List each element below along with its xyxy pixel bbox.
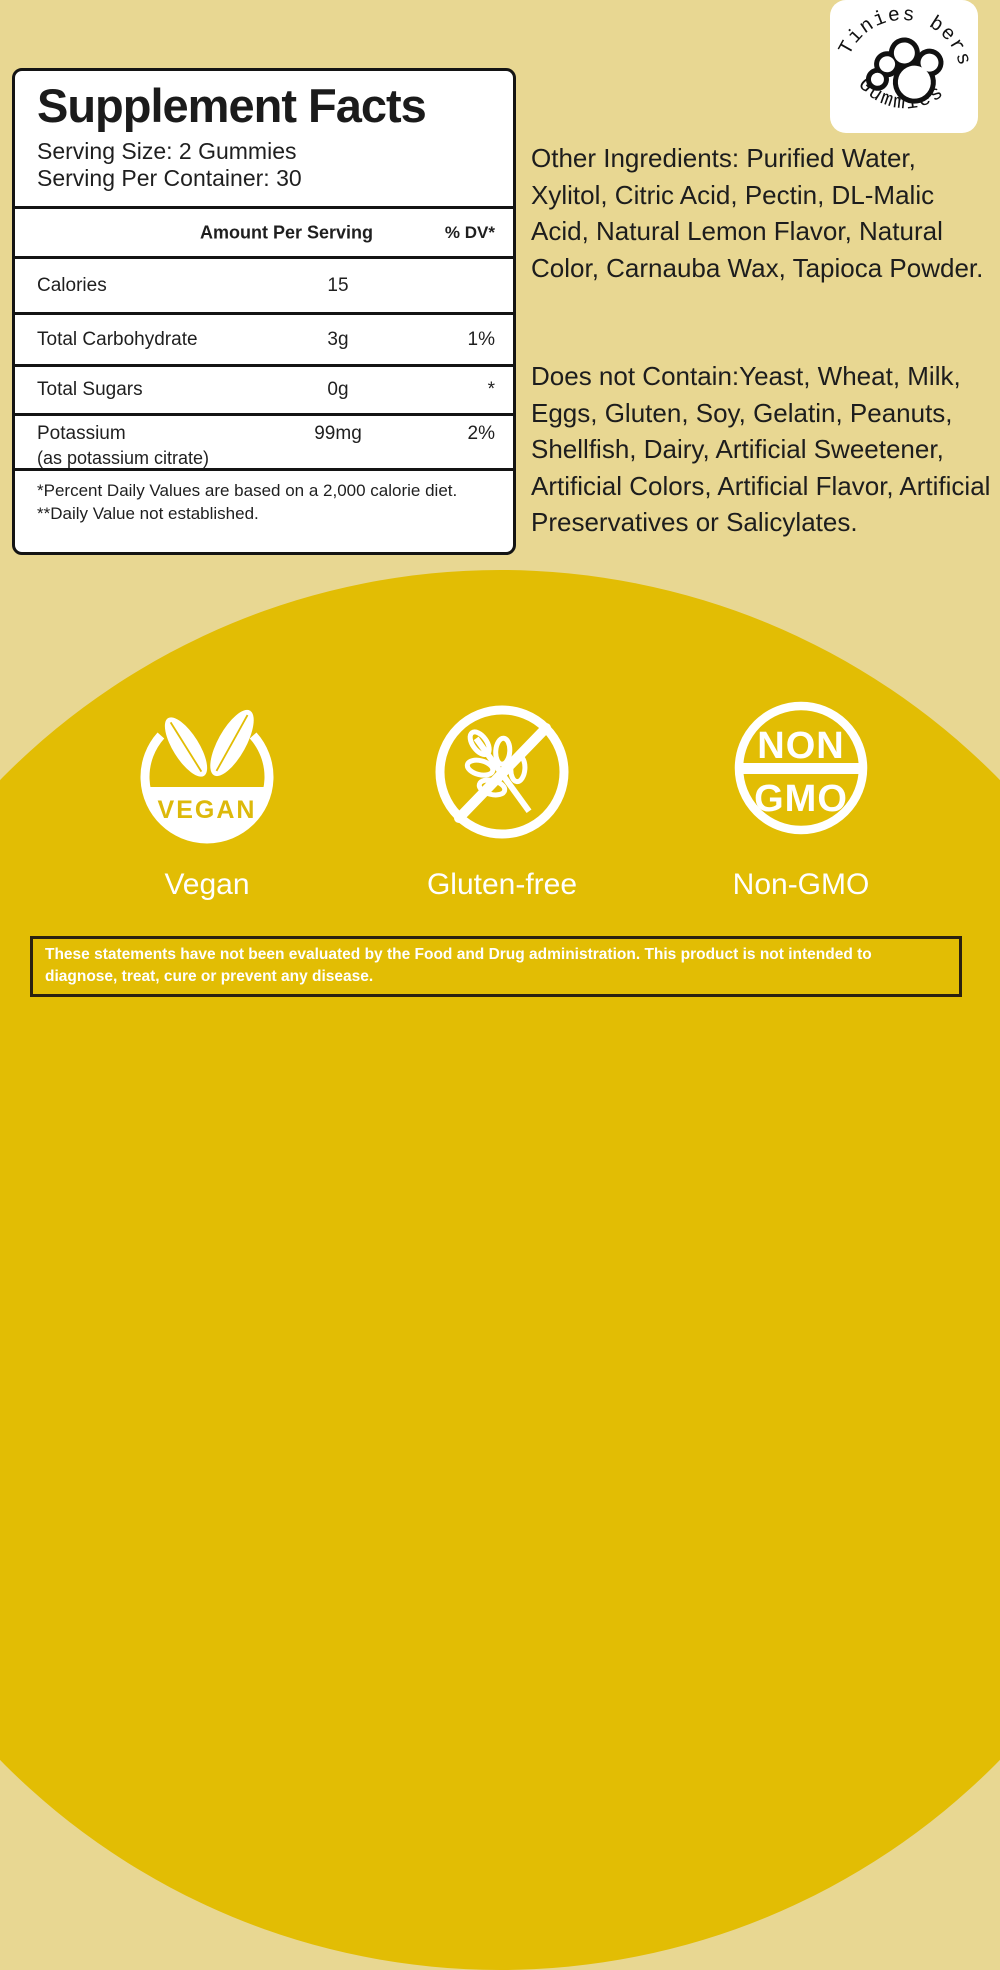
non-gmo-badge: NON GMO xyxy=(726,698,876,848)
divider-bar xyxy=(742,763,860,774)
panel-header: Supplement Facts Serving Size: 2 Gummies… xyxy=(15,71,513,206)
vegan-label: Vegan xyxy=(164,868,250,901)
non-gmo-text-bottom: GMO xyxy=(754,778,848,820)
table-row: Potassium (as potassium citrate) 99mg 2% xyxy=(15,413,513,468)
row-sublabel: (as potassium citrate) xyxy=(37,448,210,468)
prohibition-slash-icon xyxy=(454,723,551,823)
non-gmo-text-top: NON xyxy=(757,725,844,767)
row-label: Total Sugars xyxy=(37,379,143,400)
vegan-badge: VEGAN xyxy=(132,701,282,851)
other-ingredients-text: Other Ingredients: Purified Water, Xylit… xyxy=(531,143,984,283)
row-amount: 3g xyxy=(327,328,349,350)
gluten-free-crossed-wheat-icon xyxy=(435,705,569,839)
column-header-dv: % DV* xyxy=(444,222,495,242)
panel-title: Supplement Facts xyxy=(37,79,427,132)
panel-footnotes: *Percent Daily Values are based on a 2,0… xyxy=(15,468,513,534)
vegan-leaf-circle-icon: VEGAN xyxy=(140,710,274,844)
footnote: *Percent Daily Values are based on a 2,0… xyxy=(37,481,458,500)
row-label: Total Carbohydrate xyxy=(37,328,198,350)
table-row: Total Carbohydrate 3g 1% xyxy=(15,312,513,364)
row-dv: 2% xyxy=(467,423,495,444)
gluten-free-label: Gluten-free xyxy=(426,868,578,901)
row-label: Potassium xyxy=(37,423,126,444)
row-label: Calories xyxy=(37,274,107,296)
servings-per-container: Serving Per Container: 30 xyxy=(37,164,302,191)
brand-logo-card: Tinies bers Gummies xyxy=(830,0,981,133)
serving-size: Serving Size: 2 Gummies xyxy=(37,137,297,164)
table-row: Calories 15 xyxy=(15,256,513,312)
row-dv: * xyxy=(487,379,495,400)
fda-disclaimer: These statements have not been evaluated… xyxy=(30,936,962,997)
leaf-icon xyxy=(210,710,254,776)
brand-logo: Tinies bers Gummies xyxy=(834,0,981,120)
footnote: **Daily Value not established. xyxy=(37,503,259,523)
paw-icon xyxy=(865,37,944,104)
non-gmo-circle-icon: NON GMO xyxy=(734,701,868,835)
vegan-icon-text: VEGAN xyxy=(158,796,257,824)
does-not-contain-text: Does not Contain:Yeast, Wheat, Milk, Egg… xyxy=(531,361,991,537)
row-dv: 1% xyxy=(467,328,495,350)
gluten-free-badge xyxy=(427,702,577,852)
leaf-icon xyxy=(164,717,208,777)
supplement-facts-panel: Supplement Facts Serving Size: 2 Gummies… xyxy=(12,68,516,555)
row-amount: 0g xyxy=(327,379,349,400)
table-row: Total Sugars 0g * xyxy=(15,364,513,413)
non-gmo-label: Non-GMO xyxy=(732,868,870,901)
row-amount: 99mg xyxy=(314,423,362,444)
row-amount: 15 xyxy=(327,274,349,296)
column-header-amount: Amount Per Serving xyxy=(200,222,374,242)
table-header-row: Amount Per Serving % DV* xyxy=(15,206,513,256)
